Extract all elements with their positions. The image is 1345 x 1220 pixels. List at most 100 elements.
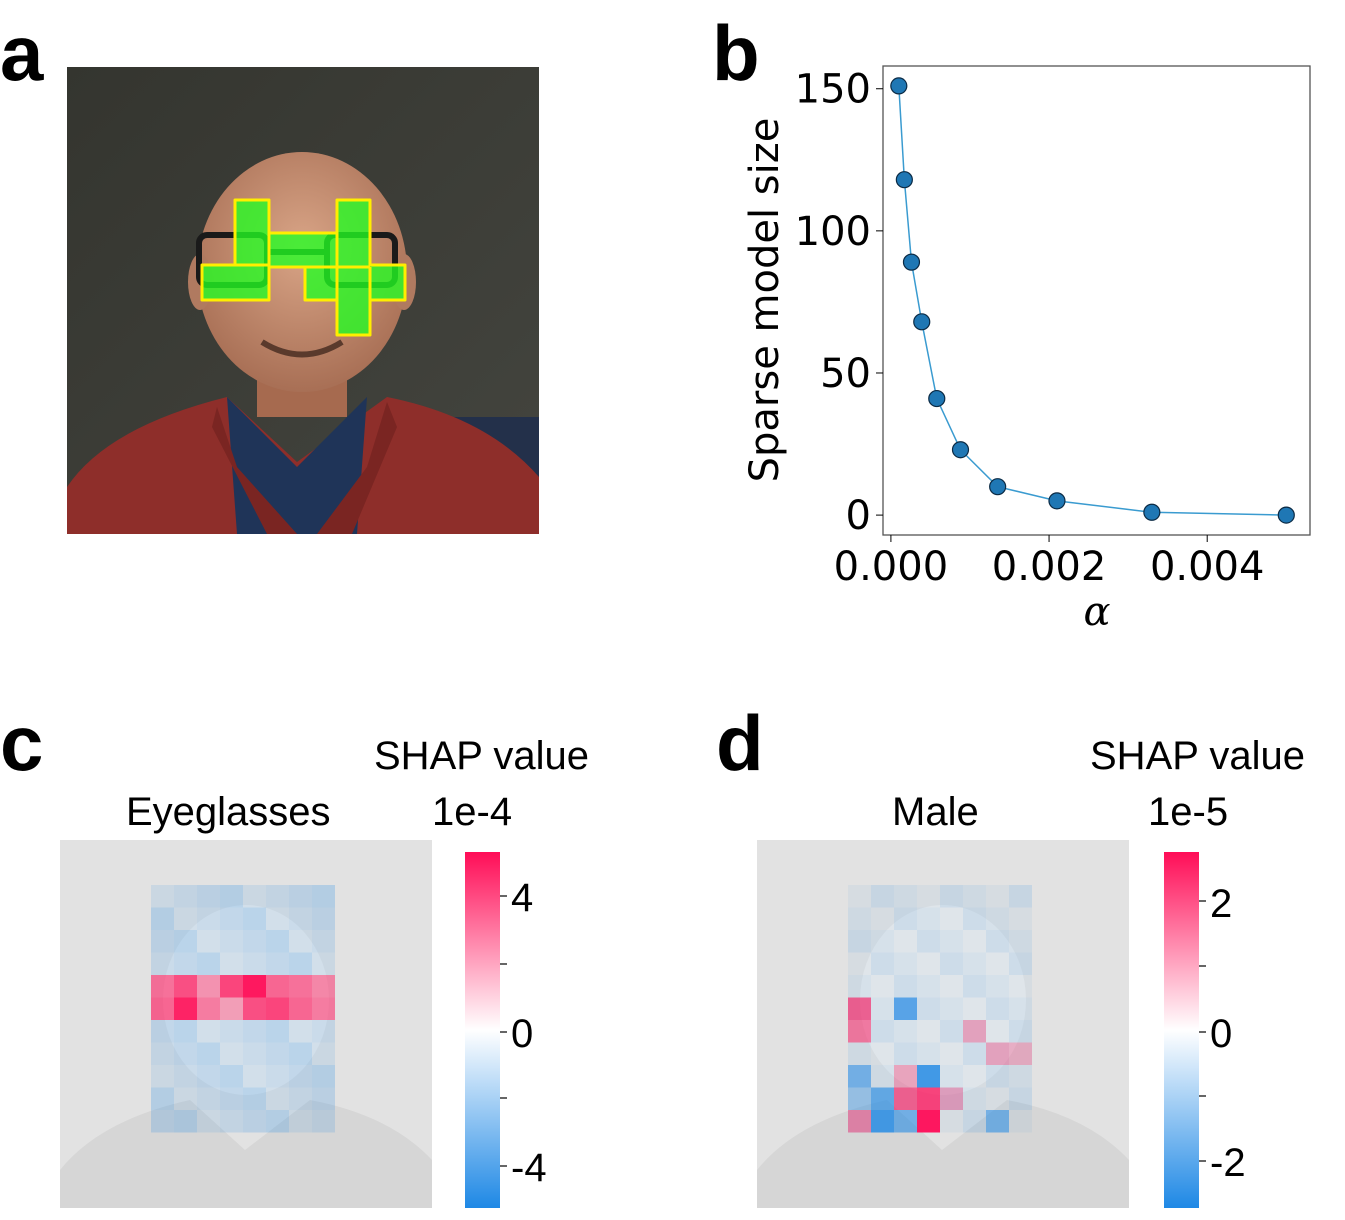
shap-cell — [848, 1110, 871, 1133]
shap-cell — [289, 952, 312, 975]
superpixel-highlights — [200, 198, 407, 337]
data-point — [951, 441, 970, 459]
panel-label-b: b — [712, 9, 760, 97]
shap-cell — [174, 997, 197, 1020]
shap-cell — [266, 930, 289, 953]
shap-cell — [312, 930, 335, 953]
shap-cell — [174, 907, 197, 930]
shap-cell — [243, 1020, 266, 1043]
shap-cell — [151, 1042, 174, 1065]
data-point — [890, 77, 908, 95]
shap-cell — [894, 1065, 917, 1088]
shap-cell — [871, 907, 894, 930]
shap-cell — [963, 952, 986, 975]
cbar-title-d: SHAP value — [1090, 734, 1305, 778]
shap-cell — [266, 1020, 289, 1043]
shap-cell — [1009, 1020, 1032, 1043]
shap-cell — [871, 930, 894, 953]
shap-cell — [963, 997, 986, 1020]
shap-cell — [1009, 952, 1032, 975]
shap-cell — [174, 1110, 197, 1133]
shap-cell — [848, 885, 871, 908]
shap-cell — [871, 952, 894, 975]
shap-cell — [289, 930, 312, 953]
shap-cell — [289, 1020, 312, 1043]
shap-cell — [312, 997, 335, 1020]
shap-cell — [917, 907, 940, 930]
shap-cell — [940, 975, 963, 998]
shap-cell — [848, 1087, 871, 1110]
shap-cell — [940, 885, 963, 908]
shap-cell — [986, 952, 1009, 975]
shap-cell — [243, 997, 266, 1020]
shap-cell — [220, 975, 243, 998]
shap-cell — [917, 1087, 940, 1110]
shap-cell — [963, 885, 986, 908]
shap-cell — [197, 930, 220, 953]
shap-cell — [312, 952, 335, 975]
faded-head — [860, 905, 1026, 1095]
shap-cell — [940, 930, 963, 953]
shap-cell — [289, 885, 312, 908]
shap-cell — [266, 997, 289, 1020]
shap-cell — [848, 952, 871, 975]
shap-cell — [1009, 930, 1032, 953]
shap-cell — [197, 1087, 220, 1110]
shap-cell — [986, 1110, 1009, 1133]
shap-cell — [917, 1065, 940, 1088]
shap-cell — [917, 975, 940, 998]
shap-cell — [871, 1042, 894, 1065]
shap-cell — [940, 1042, 963, 1065]
shap-cell — [963, 1065, 986, 1088]
shap-cell — [289, 1087, 312, 1110]
shap-cell — [986, 975, 1009, 998]
cbar-tick-d-1: 0 — [1210, 1012, 1233, 1056]
shap-cell — [963, 1110, 986, 1133]
shap-cell — [940, 952, 963, 975]
data-point — [913, 313, 931, 331]
shap-cell — [963, 907, 986, 930]
shap-cell — [917, 997, 940, 1020]
shap-cell — [848, 975, 871, 998]
panel-label-d: d — [716, 699, 764, 787]
cbar-tick-c-1: 0 — [511, 1012, 534, 1056]
shap-cell — [940, 907, 963, 930]
shap-cell — [894, 930, 917, 953]
shap-cell — [174, 1042, 197, 1065]
shap-cell — [197, 907, 220, 930]
shap-cell — [220, 1020, 243, 1043]
sparse-model-size-chart: 0.000 0.002 0.004 0 50 100 150 α Sparse model … — [742, 65, 1311, 635]
shap-cell — [1009, 1042, 1032, 1065]
shap-cell — [151, 930, 174, 953]
shap-cell — [986, 1087, 1009, 1110]
data-point — [928, 389, 946, 408]
shap-cell — [174, 952, 197, 975]
shap-cell — [312, 1042, 335, 1065]
shap-cell — [894, 952, 917, 975]
shap-cell — [151, 885, 174, 908]
shap-cell — [197, 1020, 220, 1043]
shap-cell — [848, 1042, 871, 1065]
shap-cell — [986, 885, 1009, 908]
shap-cell — [174, 930, 197, 953]
shap-cell — [151, 1020, 174, 1043]
shap-cell — [312, 1110, 335, 1133]
shap-cell — [917, 1020, 940, 1043]
y-tick-label: 0 — [846, 493, 871, 539]
shap-cell — [940, 1110, 963, 1133]
shap-cell — [289, 1042, 312, 1065]
shap-cell — [266, 1065, 289, 1088]
shap-cell — [289, 997, 312, 1020]
y-tick-label: 150 — [795, 67, 871, 113]
data-point — [895, 171, 913, 189]
shap-cell — [940, 997, 963, 1020]
shap-cell — [266, 1110, 289, 1133]
series-line — [898, 85, 1287, 516]
shap-cell — [243, 907, 266, 930]
panel-label-a: a — [0, 9, 44, 97]
shap-cell — [266, 1042, 289, 1065]
shap-cell — [894, 885, 917, 908]
shap-cell — [986, 1065, 1009, 1088]
shap-cell — [266, 952, 289, 975]
shap-cell — [940, 1087, 963, 1110]
